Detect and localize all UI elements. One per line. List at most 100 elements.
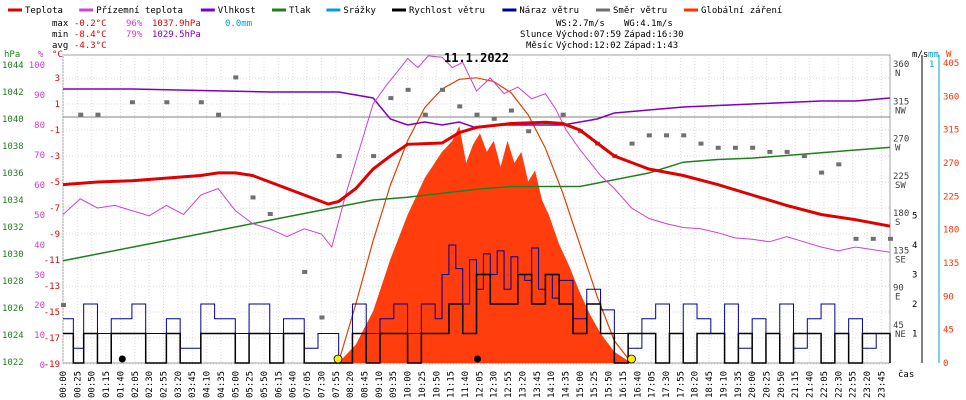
x-tick-label: 23:20 <box>863 371 873 398</box>
x-tick-label: 16:40 <box>633 371 643 398</box>
x-tick-label: 05:50 <box>260 371 270 398</box>
x-tick-label: 01:40 <box>116 371 126 398</box>
legend-label-temperature: Teplota <box>25 6 63 16</box>
wind-direction-point <box>801 154 807 159</box>
radiation-tick-label: 270 <box>943 159 959 169</box>
wind-dir-tick-label: SE <box>895 255 906 265</box>
x-tick-label: 02:55 <box>160 371 170 398</box>
legend: Teplota Přízemní teplota Vlhkost Tlak Srážky… <box>8 6 782 16</box>
humidity-tick-label: 30 <box>34 271 45 281</box>
temperature-tick-label: -5 <box>49 178 60 188</box>
wind-direction-point <box>526 129 532 134</box>
x-tick-label: 13:20 <box>518 371 528 398</box>
wind-direction-point <box>698 141 704 146</box>
x-tick-label: 05:25 <box>246 371 256 398</box>
humidity-tick-label: 70 <box>34 151 45 161</box>
wind-speed-line <box>63 273 891 364</box>
x-tick-label: 22:55 <box>849 371 859 398</box>
x-tick-label: 15:25 <box>590 371 600 398</box>
x-tick-label: 20:00 <box>748 371 758 398</box>
humidity-tick-label: 60 <box>34 181 45 191</box>
sunset-marker <box>627 354 636 364</box>
legend-label-gust: Náraz větru <box>519 6 579 16</box>
temperature-tick-label: -17 <box>44 334 60 344</box>
x-tick-label: 04:10 <box>203 371 213 398</box>
x-tick-label: 07:55 <box>332 371 342 398</box>
stat-min-pressure: 1029.5hPa <box>152 30 201 40</box>
sun-label: Slunce <box>520 30 553 40</box>
wind-direction-point <box>198 100 204 105</box>
wind-direction-point <box>250 195 256 200</box>
x-tick-label: 15:50 <box>605 371 615 398</box>
x-tick-label: 14:10 <box>547 371 557 398</box>
x-tick-label: 08:20 <box>346 371 356 398</box>
x-tick-label: 22:30 <box>834 371 844 398</box>
x-tick-label: 03:20 <box>174 371 184 398</box>
x-tick-label: 11:15 <box>447 371 457 398</box>
pressure-line <box>62 146 891 262</box>
temperature-tick-label: -15 <box>44 308 60 318</box>
wind-ws: WS:2.7m/s <box>556 19 605 29</box>
radiation-axis-unit: W <box>946 50 952 60</box>
wind-dir-tick-label: S <box>895 218 900 228</box>
stat-max-humidity: 96% <box>126 19 143 29</box>
wind-direction-point <box>664 133 670 138</box>
x-tick-label: 11:40 <box>461 371 471 398</box>
temperature-tick-label: -7 <box>49 204 60 214</box>
pressure-tick-label: 1036 <box>2 169 24 179</box>
wind-direction-point <box>715 145 721 150</box>
info-block: WS:2.7m/s WG:4.1m/s Slunce Východ:07:59 Zápa… <box>520 19 684 51</box>
x-tick-label: 15:00 <box>576 371 586 398</box>
x-tick-label: 23:45 <box>877 371 887 398</box>
humidity-axis-unit: % <box>38 50 44 60</box>
wind-speed-axis-unit: m/s <box>912 50 928 60</box>
pressure-tick-label: 1028 <box>2 277 24 287</box>
x-tick-label: 13:45 <box>533 371 543 398</box>
pressure-tick-label: 1026 <box>2 304 24 314</box>
x-tick-label: 21:40 <box>806 371 816 398</box>
moon-set-time: Západ:1:43 <box>624 41 678 51</box>
x-tick-label: 17:05 <box>648 371 658 398</box>
temperature-tick-label: -3 <box>49 152 60 162</box>
temperature-tick-label: -13 <box>44 282 60 292</box>
wind-direction-point <box>836 162 842 167</box>
wind-dir-tick-label: 45 <box>893 321 904 331</box>
wind-dir-tick-label: 270 <box>893 135 909 145</box>
wind-direction-point <box>440 87 446 92</box>
wind-dir-tick-label: W <box>895 144 901 154</box>
wind-direction-point <box>681 133 687 138</box>
pressure-tick-label: 1034 <box>2 196 24 206</box>
legend-label-pressure: Tlak <box>289 6 311 16</box>
pressure-tick-label: 1030 <box>2 250 24 260</box>
wind-direction-point <box>629 141 635 146</box>
legend-label-feels_like: Přízemní teplota <box>96 6 183 16</box>
x-tick-label: 12:05 <box>475 371 485 398</box>
radiation-area <box>338 125 632 364</box>
wind-direction-point <box>371 154 377 159</box>
wind-direction-point <box>853 236 859 241</box>
x-tick-label: 09:10 <box>375 371 385 398</box>
legend-label-wind_speed: Rychlost větru <box>409 6 485 16</box>
x-tick-label: 10:25 <box>418 371 428 398</box>
moon-label: Měsíc <box>526 41 553 51</box>
wind-direction-point <box>508 108 514 113</box>
moon-rise-time: Východ:12:02 <box>556 41 621 51</box>
wind-direction-point <box>422 112 428 117</box>
x-tick-label: 02:05 <box>131 371 141 398</box>
wind-dir-tick-label: 180 <box>893 209 909 219</box>
legend-label-radiation: Globální záření <box>701 6 782 16</box>
humidity-tick-label: 20 <box>34 301 45 311</box>
wind-direction-point <box>336 154 342 159</box>
precip-tick-label: 1 <box>929 60 934 70</box>
clear-sky-radiation-line <box>337 77 633 364</box>
humidity-tick-label: 10 <box>34 331 45 341</box>
wind-direction-point <box>732 145 738 150</box>
wind-direction-point <box>560 112 566 117</box>
humidity-tick-label: 50 <box>34 211 45 221</box>
pressure-tick-label: 1042 <box>2 88 24 98</box>
temperature-tick-label: 1 <box>55 100 60 110</box>
wind-wg: WG:4.1m/s <box>624 19 673 29</box>
x-tick-label: 09:35 <box>389 371 399 398</box>
feels-like-line <box>62 55 891 253</box>
x-tick-label: 21:15 <box>791 371 801 398</box>
